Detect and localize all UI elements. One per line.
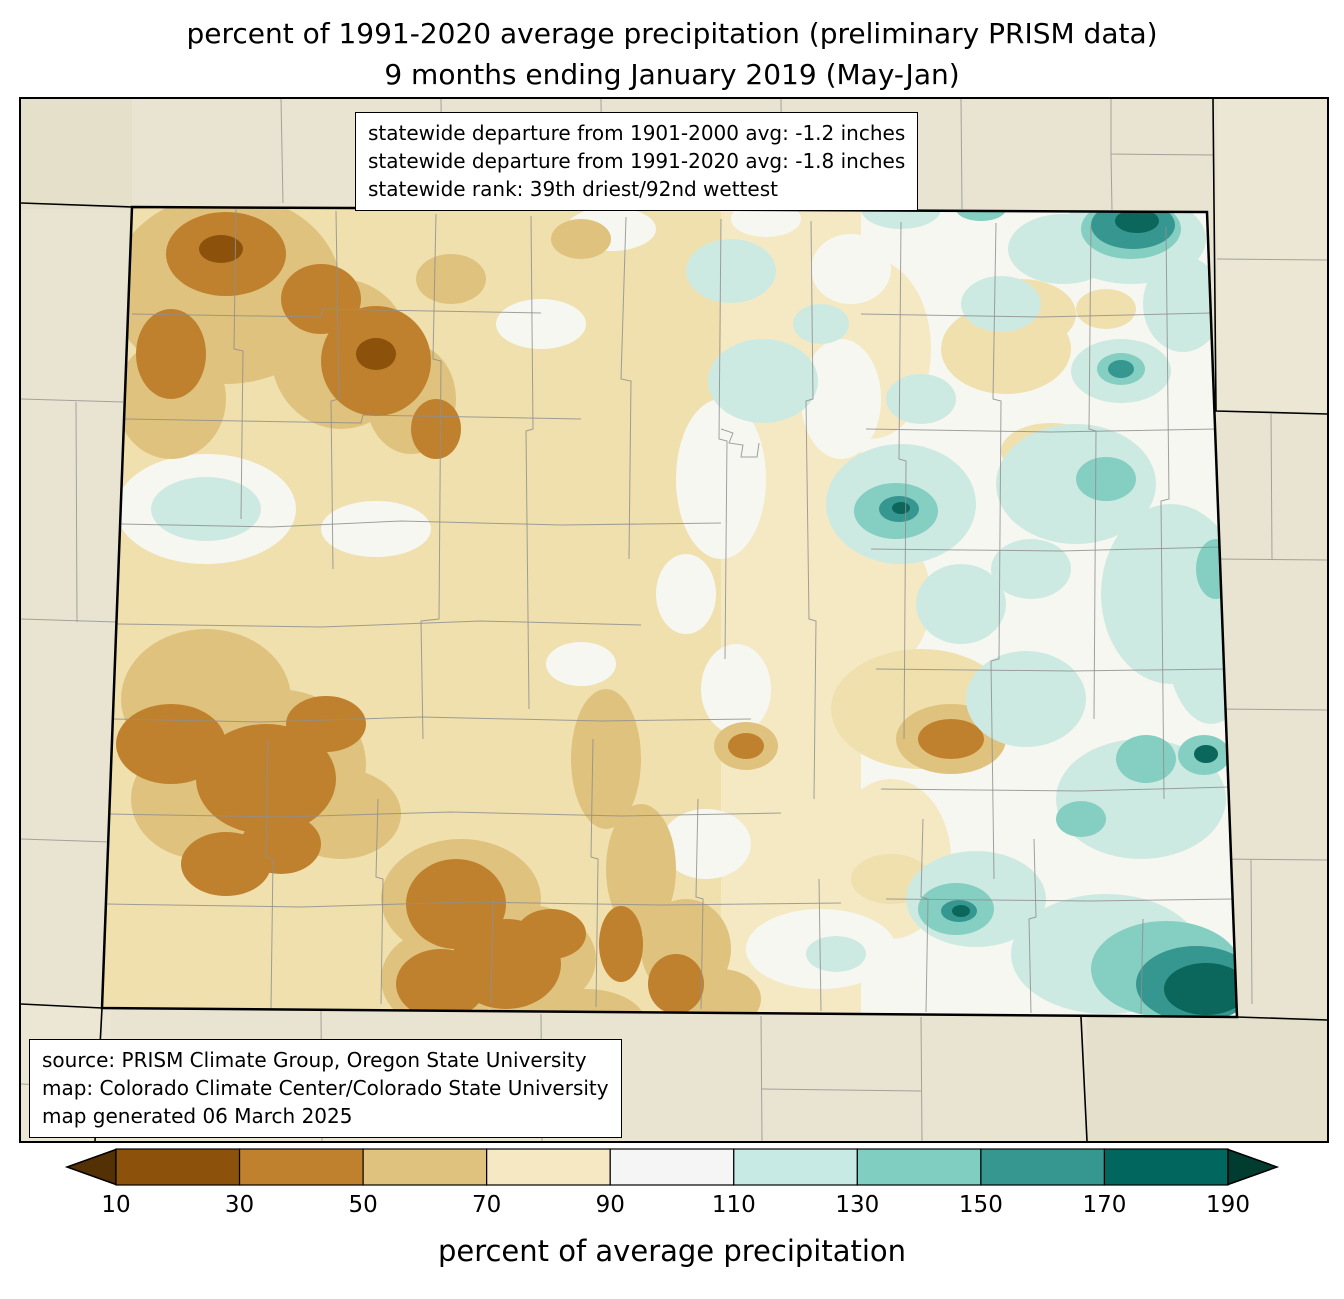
colorbar-label: percent of average precipitation	[437, 1234, 907, 1268]
title-line-1: percent of 1991-2020 average precipitati…	[186, 17, 1158, 50]
colorbar-tick: 90	[595, 1192, 625, 1218]
colorbar-tick: 190	[1206, 1192, 1250, 1218]
stats-line-2: statewide departure from 1991-2020 avg: …	[368, 149, 906, 173]
colorbar-tick: 70	[472, 1192, 502, 1218]
source-line-2: map: Colorado Climate Center/Colorado St…	[42, 1076, 609, 1100]
colorbar-tick: 150	[958, 1192, 1003, 1218]
colorbar-tick: 10	[101, 1192, 131, 1218]
colorbar-tick: 30	[224, 1192, 255, 1218]
statewide-stats-box: statewide departure from 1901-2000 avg: …	[355, 112, 919, 211]
source-line-1: source: PRISM Climate Group, Oregon Stat…	[42, 1048, 587, 1072]
title-line-2: 9 months ending January 2019 (May-Jan)	[384, 57, 960, 91]
map-canvas: statewide departure from 1901-2000 avg: …	[19, 97, 1329, 1143]
colorbar-tick: 170	[1082, 1192, 1127, 1218]
colorbar-tick: 110	[711, 1192, 756, 1218]
stats-line-3: statewide rank: 39th driest/92nd wettest	[368, 177, 778, 201]
stats-line-1: statewide departure from 1901-2000 avg: …	[368, 121, 906, 145]
map-title: percent of 1991-2020 average precipitati…	[0, 14, 1344, 95]
colorado-precip-map	[21, 99, 1327, 1141]
source-attribution-box: source: PRISM Climate Group, Oregon Stat…	[29, 1039, 622, 1138]
colorbar-ticks: 10 30 50 70 90 110 130 150 170 190	[64, 1192, 1280, 1224]
colorbar-bar	[64, 1148, 1280, 1186]
colorbar-tick: 130	[835, 1192, 880, 1218]
source-line-3: map generated 06 March 2025	[42, 1104, 353, 1128]
colorbar	[64, 1148, 1280, 1186]
colorbar-tick: 50	[348, 1192, 378, 1218]
